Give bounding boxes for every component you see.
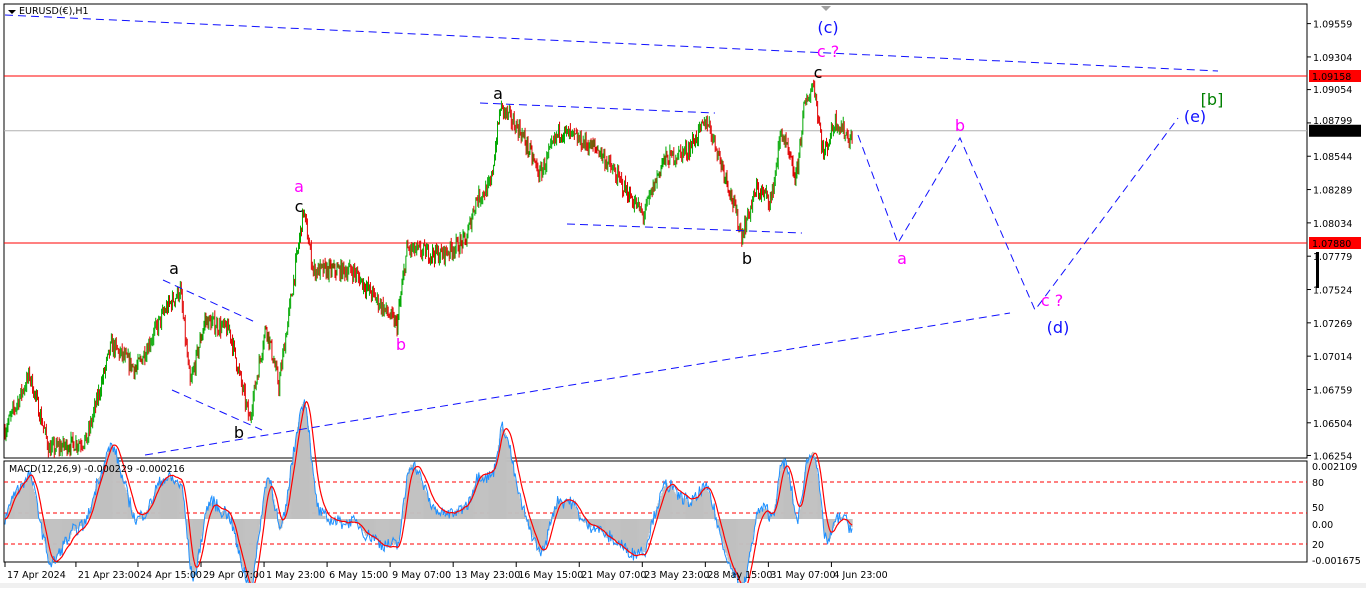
time-tick-label: 21 Apr 23:00 xyxy=(78,570,140,581)
trendline[interactable] xyxy=(566,223,803,234)
indicator-axis-label: 0.00 xyxy=(1312,520,1333,531)
price-tick-label: 1.07524 xyxy=(1313,286,1352,297)
main-plot-frame xyxy=(3,3,1308,459)
wave-label: (e) xyxy=(1184,107,1206,126)
price-tick-label: 1.09304 xyxy=(1313,53,1352,64)
price-tag-label: 1.08739 xyxy=(1312,127,1351,138)
levels-layer xyxy=(4,75,1307,244)
indicator-axis-label: 80 xyxy=(1312,478,1324,489)
trendline[interactable] xyxy=(171,389,263,431)
indicator-axis-label: 0.002109 xyxy=(1312,462,1357,473)
price-tick-label: 1.06504 xyxy=(1313,419,1352,430)
price-tag xyxy=(1309,70,1361,83)
signal-line xyxy=(4,400,853,590)
price-tick-label: 1.08544 xyxy=(1313,152,1352,163)
time-tick-label: 6 May 15:00 xyxy=(329,570,388,581)
time-tick-label: 29 Apr 07:00 xyxy=(203,570,265,581)
price-tick-label: 1.07779 xyxy=(1313,252,1352,263)
wave-label: a xyxy=(169,259,179,278)
price-tick-label: 1.08289 xyxy=(1313,186,1352,197)
chart-title: EURUSD(€),H1 xyxy=(19,6,89,17)
price-tick-label: 1.08799 xyxy=(1313,116,1352,127)
price-tag-label: 1.09158 xyxy=(1312,72,1351,83)
time-tick-label: 31 May 07:00 xyxy=(770,570,835,581)
wave-label: c xyxy=(295,197,304,216)
price-tick-label: 1.06254 xyxy=(1313,451,1352,462)
price-tick-label: 1.09054 xyxy=(1313,85,1352,96)
time-tick-label: 23 May 23:00 xyxy=(644,570,709,581)
trendline[interactable] xyxy=(144,312,1011,456)
time-tick-label: 13 May 23:00 xyxy=(455,570,520,581)
wave-label: [b] xyxy=(1201,90,1224,109)
wave-forecast-path[interactable] xyxy=(857,117,1179,311)
time-tick-label: 9 May 07:00 xyxy=(392,570,451,581)
macd-layer xyxy=(4,399,1307,592)
time-tick-label: 16 May 15:00 xyxy=(518,570,583,581)
wave-label: (d) xyxy=(1047,318,1070,337)
chart-shift-marker-icon[interactable] xyxy=(821,6,831,11)
time-tick-label: 24 Apr 15:00 xyxy=(140,570,202,581)
wave-label: a xyxy=(294,177,304,196)
price-tag xyxy=(1309,124,1361,137)
status-strip xyxy=(0,583,1366,588)
time-tick-label: 21 May 07:00 xyxy=(581,570,646,581)
dropdown-triangle-icon[interactable] xyxy=(8,10,16,14)
time-tick-label: 1 May 23:00 xyxy=(266,570,325,581)
wave-label: a xyxy=(493,84,503,103)
price-tick-label: 1.07269 xyxy=(1313,319,1352,330)
indicator-label: MACD(12,26,9) -0.000229 -0.000216 xyxy=(9,464,185,475)
macd-line xyxy=(4,399,853,592)
wave-label: (c) xyxy=(817,18,838,37)
time-tick-label: 17 Apr 2024 xyxy=(7,570,66,581)
candles-layer xyxy=(4,79,853,458)
indicator-axis-label: 20 xyxy=(1312,540,1324,551)
price-tag-label: 1.07880 xyxy=(1312,239,1351,250)
wave-label: c xyxy=(814,63,823,82)
price-axis: 1.09559 1.09304 1.09054 1.08799 1.08544 1.082… xyxy=(1307,20,1361,567)
wave-label: b xyxy=(955,116,965,135)
trendline[interactable] xyxy=(162,279,256,323)
price-tick-label: 1.09559 xyxy=(1313,20,1352,31)
wave-label: b xyxy=(234,423,244,442)
price-tick-label: 1.07014 xyxy=(1313,352,1352,363)
wave-label: a xyxy=(897,249,907,268)
wave-label: b xyxy=(396,335,406,354)
price-tick-label: 1.08034 xyxy=(1313,219,1352,230)
price-tick-label: 1.06759 xyxy=(1313,385,1352,396)
trendline[interactable] xyxy=(4,14,1219,72)
wave-label: c ? xyxy=(1041,291,1063,310)
time-tick-label: 4 Jun 23:00 xyxy=(833,570,887,581)
price-tag xyxy=(1309,237,1361,249)
time-tick-label: 28 May 15:00 xyxy=(707,570,772,581)
indicator-frame xyxy=(3,460,1308,563)
indicator-axis-label: 50 xyxy=(1312,503,1324,514)
wave-label: c ? xyxy=(817,42,839,61)
trendline[interactable] xyxy=(479,102,716,114)
scrollbar-marker[interactable] xyxy=(1316,252,1319,288)
wave-label: b xyxy=(742,249,752,268)
indicator-axis-label: -0.001675 xyxy=(1312,556,1361,567)
time-axis: 17 Apr 2024 21 Apr 23:00 24 Apr 15:00 29 Ap… xyxy=(0,562,1366,588)
wave-drawings-layer xyxy=(4,14,1219,456)
